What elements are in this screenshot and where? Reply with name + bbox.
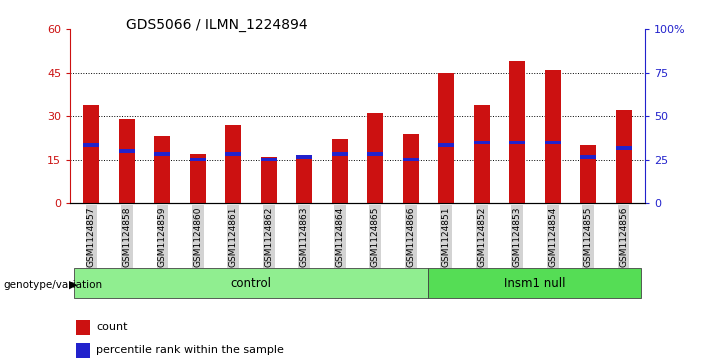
Text: GSM1124863: GSM1124863 [300,207,308,267]
Text: genotype/variation: genotype/variation [4,280,102,290]
Bar [474,105,490,203]
Bar [83,143,100,147]
Bar [297,157,312,203]
Text: GSM1124856: GSM1124856 [619,207,628,267]
Bar [403,134,418,203]
Bar [154,152,170,156]
Bar [438,143,454,147]
Bar [509,140,525,144]
Bar [76,343,90,358]
Bar [615,146,632,150]
Bar [509,61,525,203]
Bar [474,140,490,144]
Bar [580,155,596,159]
Bar [580,145,596,203]
Text: percentile rank within the sample: percentile rank within the sample [96,345,284,355]
Text: GSM1124855: GSM1124855 [584,207,592,267]
Bar [297,155,312,159]
Bar [190,158,206,162]
Text: GSM1124862: GSM1124862 [264,207,273,267]
Text: GSM1124857: GSM1124857 [87,207,96,267]
Text: control: control [231,277,271,290]
Text: GSM1124853: GSM1124853 [512,207,522,267]
FancyBboxPatch shape [74,269,428,298]
Text: GSM1124859: GSM1124859 [158,207,167,267]
Text: GSM1124858: GSM1124858 [123,207,131,267]
Bar [367,152,383,156]
Text: GSM1124852: GSM1124852 [477,207,486,267]
Bar [367,113,383,203]
FancyBboxPatch shape [428,269,641,298]
Text: Insm1 null: Insm1 null [504,277,566,290]
Text: ▶: ▶ [69,280,77,290]
Bar [83,105,100,203]
Bar [403,158,418,162]
Bar [615,110,632,203]
Bar [225,152,241,156]
Bar [261,158,277,162]
Text: GSM1124866: GSM1124866 [407,207,415,267]
Bar [332,152,348,156]
Bar [225,125,241,203]
Bar [119,119,135,203]
Text: GSM1124861: GSM1124861 [229,207,238,267]
Bar [190,154,206,203]
Bar [261,157,277,203]
Bar [545,70,561,203]
Text: GDS5066 / ILMN_1224894: GDS5066 / ILMN_1224894 [126,18,308,32]
Bar [332,139,348,203]
Text: count: count [96,322,128,333]
Text: GSM1124860: GSM1124860 [193,207,203,267]
Text: GSM1124865: GSM1124865 [371,207,380,267]
Bar [154,136,170,203]
Bar [76,320,90,335]
Text: GSM1124864: GSM1124864 [335,207,344,267]
Bar [119,149,135,153]
Text: GSM1124854: GSM1124854 [548,207,557,267]
Bar [438,73,454,203]
Text: GSM1124851: GSM1124851 [442,207,451,267]
Bar [545,140,561,144]
